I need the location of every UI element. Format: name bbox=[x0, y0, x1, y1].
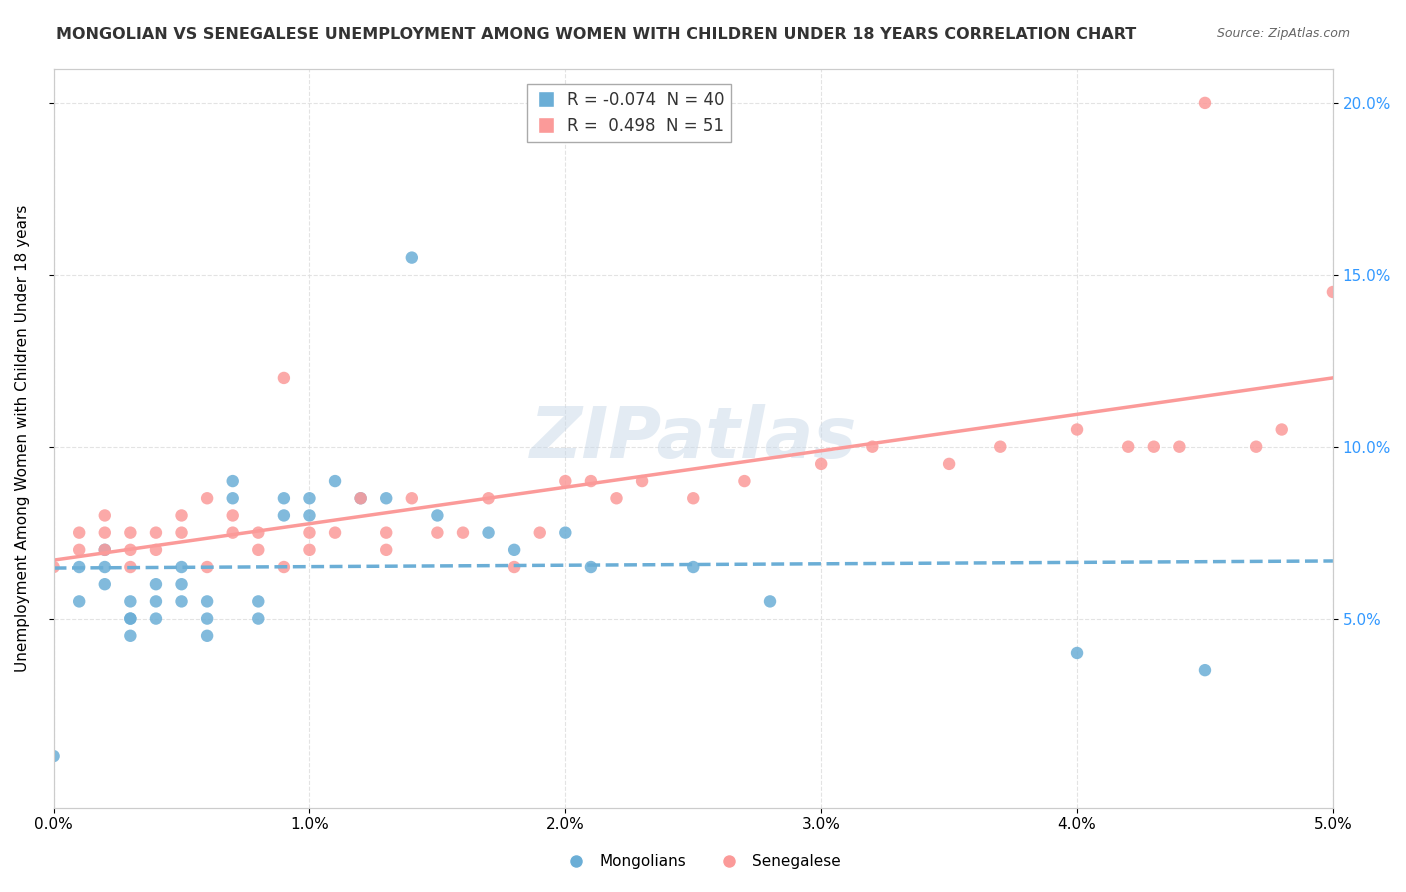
Point bbox=[195, 594, 218, 608]
Point bbox=[94, 525, 117, 540]
Point bbox=[1244, 440, 1267, 454]
Point bbox=[273, 491, 295, 506]
Y-axis label: Unemployment Among Women with Children Under 18 years: Unemployment Among Women with Children U… bbox=[15, 204, 30, 672]
Point bbox=[1322, 285, 1344, 299]
Point bbox=[195, 560, 218, 574]
Text: MONGOLIAN VS SENEGALESE UNEMPLOYMENT AMONG WOMEN WITH CHILDREN UNDER 18 YEARS CO: MONGOLIAN VS SENEGALESE UNEMPLOYMENT AMO… bbox=[56, 27, 1136, 42]
Point bbox=[579, 560, 602, 574]
Point bbox=[682, 560, 704, 574]
Point bbox=[247, 542, 270, 557]
Point bbox=[554, 474, 576, 488]
Point bbox=[67, 594, 90, 608]
Point bbox=[451, 525, 474, 540]
Point bbox=[810, 457, 832, 471]
Point bbox=[401, 251, 423, 265]
Point bbox=[120, 629, 142, 643]
Point bbox=[67, 525, 90, 540]
Point bbox=[1271, 423, 1294, 437]
Point bbox=[273, 560, 295, 574]
Point bbox=[145, 577, 167, 591]
Point bbox=[759, 594, 782, 608]
Point bbox=[1116, 440, 1139, 454]
Point bbox=[1066, 646, 1088, 660]
Point bbox=[1143, 440, 1166, 454]
Point bbox=[682, 491, 704, 506]
Point bbox=[145, 542, 167, 557]
Point bbox=[170, 594, 193, 608]
Point bbox=[375, 525, 398, 540]
Point bbox=[145, 611, 167, 625]
Point bbox=[323, 474, 346, 488]
Point bbox=[67, 542, 90, 557]
Point bbox=[94, 542, 117, 557]
Point bbox=[170, 525, 193, 540]
Point bbox=[170, 508, 193, 523]
Point bbox=[938, 457, 960, 471]
Point bbox=[120, 594, 142, 608]
Point bbox=[145, 594, 167, 608]
Point bbox=[1194, 95, 1216, 110]
Point bbox=[222, 474, 245, 488]
Point bbox=[503, 560, 526, 574]
Point bbox=[120, 611, 142, 625]
Point bbox=[42, 749, 65, 764]
Point bbox=[733, 474, 755, 488]
Point bbox=[94, 542, 117, 557]
Point bbox=[120, 611, 142, 625]
Point bbox=[170, 577, 193, 591]
Point bbox=[529, 525, 551, 540]
Point bbox=[222, 525, 245, 540]
Point bbox=[195, 491, 218, 506]
Point bbox=[247, 594, 270, 608]
Point bbox=[426, 525, 449, 540]
Point bbox=[67, 560, 90, 574]
Point bbox=[222, 508, 245, 523]
Point bbox=[273, 508, 295, 523]
Legend: Mongolians, Senegalese: Mongolians, Senegalese bbox=[558, 848, 848, 875]
Point bbox=[222, 491, 245, 506]
Point bbox=[375, 491, 398, 506]
Point bbox=[170, 560, 193, 574]
Point bbox=[94, 577, 117, 591]
Point bbox=[247, 611, 270, 625]
Point bbox=[375, 542, 398, 557]
Point bbox=[1194, 663, 1216, 677]
Point bbox=[631, 474, 654, 488]
Point bbox=[120, 560, 142, 574]
Point bbox=[120, 542, 142, 557]
Point bbox=[323, 525, 346, 540]
Text: ZIPatlas: ZIPatlas bbox=[530, 403, 856, 473]
Point bbox=[554, 525, 576, 540]
Point bbox=[145, 525, 167, 540]
Point bbox=[477, 491, 499, 506]
Point bbox=[579, 474, 602, 488]
Point bbox=[120, 525, 142, 540]
Point bbox=[426, 508, 449, 523]
Point bbox=[350, 491, 373, 506]
Point bbox=[195, 629, 218, 643]
Point bbox=[273, 371, 295, 385]
Point bbox=[1066, 423, 1088, 437]
Point bbox=[247, 525, 270, 540]
Point bbox=[298, 508, 321, 523]
Point bbox=[298, 542, 321, 557]
Point bbox=[605, 491, 627, 506]
Point bbox=[42, 560, 65, 574]
Point bbox=[94, 560, 117, 574]
Point bbox=[350, 491, 373, 506]
Point bbox=[298, 491, 321, 506]
Text: Source: ZipAtlas.com: Source: ZipAtlas.com bbox=[1216, 27, 1350, 40]
Point bbox=[401, 491, 423, 506]
Point bbox=[503, 542, 526, 557]
Point bbox=[1168, 440, 1191, 454]
Point bbox=[988, 440, 1011, 454]
Point bbox=[298, 525, 321, 540]
Point bbox=[195, 611, 218, 625]
Point bbox=[860, 440, 883, 454]
Point bbox=[477, 525, 499, 540]
Legend: R = -0.074  N = 40, R =  0.498  N = 51: R = -0.074 N = 40, R = 0.498 N = 51 bbox=[527, 84, 731, 142]
Point bbox=[94, 508, 117, 523]
